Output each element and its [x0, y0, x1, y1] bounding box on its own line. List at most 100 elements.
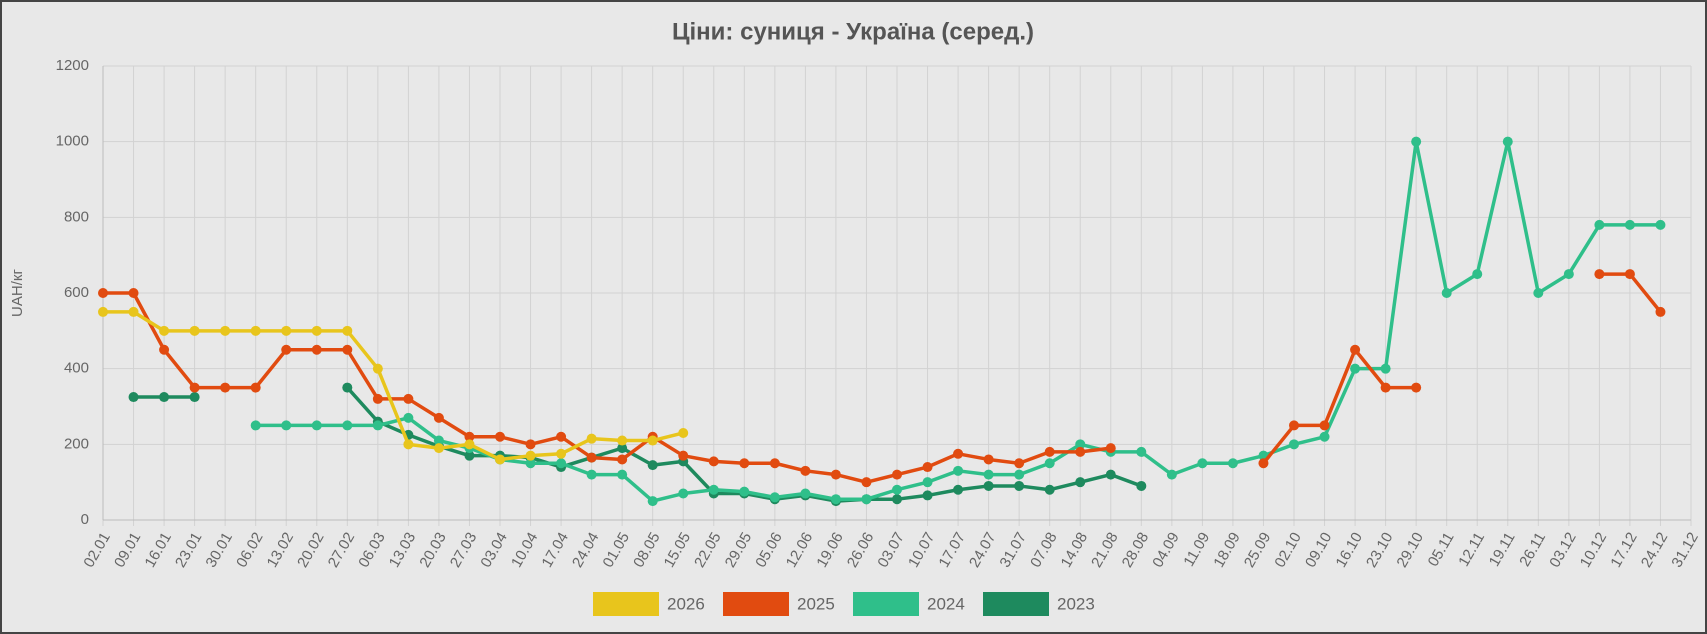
point: [1014, 458, 1025, 469]
y-tick-label: 200: [64, 435, 89, 452]
point: [250, 420, 261, 431]
point: [1380, 382, 1391, 393]
legend-swatch: [593, 592, 659, 616]
point: [800, 465, 811, 476]
point: [464, 450, 475, 461]
point: [495, 431, 505, 442]
point: [1075, 446, 1086, 457]
y-tick-label: 800: [64, 208, 89, 225]
point: [586, 469, 597, 480]
point: [678, 450, 689, 461]
point: [983, 454, 994, 465]
point: [220, 325, 231, 336]
point: [342, 344, 353, 355]
point: [1350, 344, 1361, 355]
point: [525, 458, 536, 469]
point: [342, 420, 353, 431]
point: [861, 494, 872, 505]
point: [342, 382, 353, 393]
y-axis-label: UAH/кг: [9, 269, 26, 317]
point: [1655, 219, 1666, 230]
point: [617, 469, 628, 480]
point: [1044, 446, 1055, 457]
y-tick-label: 1000: [56, 133, 89, 150]
point: [647, 435, 658, 446]
point: [983, 480, 994, 491]
point: [739, 486, 750, 497]
point: [892, 494, 902, 505]
point: [281, 420, 292, 431]
point: [1594, 269, 1605, 280]
point: [128, 288, 139, 298]
point: [1319, 431, 1330, 442]
point: [983, 469, 994, 480]
point: [403, 412, 414, 423]
point: [1105, 443, 1116, 454]
point: [830, 469, 841, 480]
point: [1350, 363, 1361, 374]
point: [1044, 458, 1055, 469]
point: [250, 382, 261, 393]
point: [708, 484, 719, 495]
point: [1624, 269, 1635, 280]
y-tick-label: 600: [64, 284, 89, 301]
point: [98, 306, 108, 317]
point: [1289, 420, 1299, 431]
point: [250, 325, 261, 336]
point: [769, 492, 780, 503]
point: [1136, 480, 1147, 491]
point: [953, 484, 964, 495]
legend-label: 2023: [1057, 594, 1095, 613]
point: [586, 452, 597, 463]
point: [892, 469, 902, 480]
y-tick-label: 400: [64, 360, 89, 377]
point: [403, 439, 414, 450]
point: [556, 431, 567, 442]
legend-label: 2025: [797, 594, 835, 613]
point: [159, 344, 170, 355]
point: [1014, 480, 1025, 491]
legend-label: 2024: [927, 594, 965, 613]
point: [159, 325, 170, 336]
point: [433, 435, 444, 446]
point: [495, 454, 505, 465]
point: [189, 325, 200, 336]
point: [311, 325, 322, 336]
point: [403, 393, 414, 404]
point: [98, 288, 108, 298]
point: [647, 496, 658, 507]
point: [1502, 136, 1513, 147]
point: [617, 454, 628, 465]
point: [311, 420, 322, 431]
point: [1411, 382, 1422, 393]
y-tick-label: 0: [81, 511, 89, 528]
point: [372, 420, 383, 431]
point: [128, 306, 139, 317]
series-line: [103, 310, 684, 462]
point: [769, 458, 780, 469]
point: [1075, 439, 1086, 450]
point: [678, 488, 689, 499]
point: [678, 427, 689, 438]
point: [1197, 458, 1208, 469]
point: [892, 484, 902, 495]
point: [311, 344, 322, 355]
point: [525, 439, 536, 450]
point: [1624, 219, 1635, 230]
point: [220, 382, 231, 393]
legend-label: 2026: [667, 594, 705, 613]
point: [922, 490, 933, 501]
y-tick-label: 1200: [56, 57, 89, 74]
point: [1655, 306, 1666, 317]
point: [922, 477, 933, 488]
point: [1166, 469, 1177, 480]
point: [342, 325, 353, 336]
point: [1411, 136, 1422, 147]
point: [464, 439, 475, 450]
point: [708, 456, 719, 467]
point: [189, 382, 200, 393]
point: [953, 448, 964, 459]
legend-swatch: [983, 592, 1049, 616]
